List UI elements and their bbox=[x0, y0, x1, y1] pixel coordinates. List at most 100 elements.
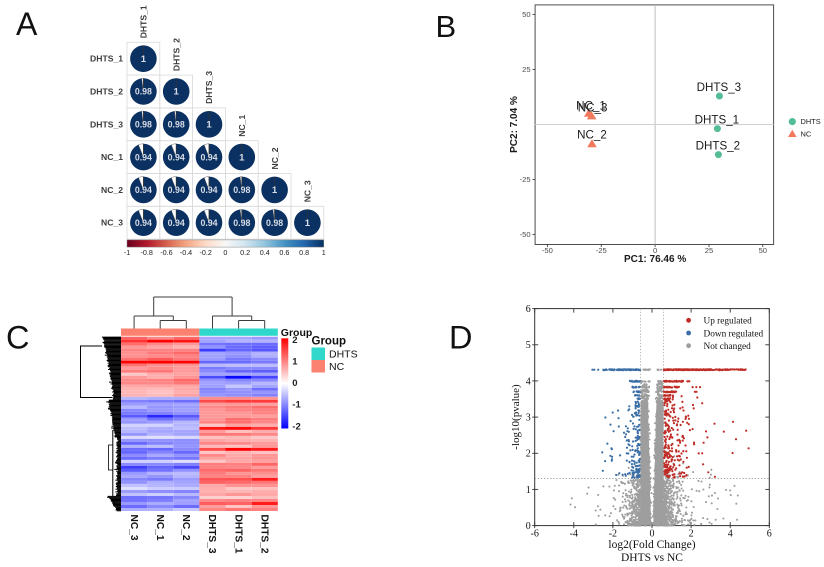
svg-text:0.98: 0.98 bbox=[135, 120, 152, 130]
svg-text:0.4: 0.4 bbox=[260, 248, 270, 257]
svg-text:-0.8: -0.8 bbox=[141, 248, 153, 257]
svg-text:Group: Group bbox=[281, 327, 313, 339]
svg-text:Group: Group bbox=[312, 336, 347, 348]
svg-text:DHTS vs NC: DHTS vs NC bbox=[621, 552, 683, 564]
svg-text:0.94: 0.94 bbox=[200, 152, 217, 162]
svg-text:Down regulated: Down regulated bbox=[704, 329, 764, 339]
svg-text:DHTS_1: DHTS_1 bbox=[139, 5, 149, 38]
svg-text:0.98: 0.98 bbox=[168, 120, 185, 130]
svg-text:1: 1 bbox=[206, 120, 212, 131]
svg-text:NC_3: NC_3 bbox=[128, 515, 139, 541]
svg-text:DHTS: DHTS bbox=[801, 117, 821, 126]
svg-text:-0.6: -0.6 bbox=[160, 248, 172, 257]
svg-text:log2(Fold Change): log2(Fold Change) bbox=[608, 539, 695, 551]
svg-text:B: B bbox=[436, 9, 457, 44]
svg-text:NC_2: NC_2 bbox=[577, 129, 607, 142]
svg-text:0.94: 0.94 bbox=[168, 152, 185, 162]
svg-text:2: 2 bbox=[526, 449, 531, 460]
svg-text:-4: -4 bbox=[570, 529, 578, 540]
svg-text:0: 0 bbox=[292, 378, 297, 389]
svg-text:1: 1 bbox=[141, 54, 147, 65]
svg-text:1: 1 bbox=[292, 357, 298, 368]
svg-text:50: 50 bbox=[759, 246, 767, 255]
svg-text:0.94: 0.94 bbox=[200, 185, 217, 195]
svg-text:DHTS_2: DHTS_2 bbox=[171, 38, 181, 71]
svg-text:0.94: 0.94 bbox=[135, 185, 152, 195]
svg-text:NC_1: NC_1 bbox=[101, 152, 123, 162]
svg-text:A: A bbox=[16, 6, 38, 42]
svg-text:1: 1 bbox=[239, 152, 245, 163]
svg-text:6: 6 bbox=[526, 304, 531, 315]
svg-text:2: 2 bbox=[689, 529, 694, 540]
svg-text:-6: -6 bbox=[531, 529, 539, 540]
svg-text:1: 1 bbox=[272, 185, 278, 196]
svg-text:DHTS_1: DHTS_1 bbox=[90, 54, 123, 64]
svg-text:-1: -1 bbox=[292, 400, 301, 411]
svg-text:NC_2: NC_2 bbox=[180, 515, 191, 541]
svg-text:0.94: 0.94 bbox=[168, 218, 185, 228]
svg-text:0.94: 0.94 bbox=[135, 218, 152, 228]
svg-text:5: 5 bbox=[526, 340, 531, 351]
svg-text:NC_3: NC_3 bbox=[303, 180, 313, 202]
svg-text:0.8: 0.8 bbox=[299, 248, 309, 257]
svg-text:DHTS_2: DHTS_2 bbox=[696, 139, 740, 152]
svg-text:0.94: 0.94 bbox=[200, 218, 217, 228]
svg-text:DHTS: DHTS bbox=[329, 349, 358, 361]
svg-text:3: 3 bbox=[526, 413, 531, 424]
svg-text:C: C bbox=[6, 320, 29, 356]
svg-text:1: 1 bbox=[305, 218, 311, 229]
svg-text:-50: -50 bbox=[542, 246, 553, 255]
svg-text:0.6: 0.6 bbox=[279, 248, 289, 257]
svg-text:NC: NC bbox=[801, 129, 812, 138]
svg-text:0.98: 0.98 bbox=[233, 218, 250, 228]
svg-text:0.98: 0.98 bbox=[135, 87, 152, 97]
svg-text:NC: NC bbox=[329, 361, 345, 373]
svg-text:-1: -1 bbox=[124, 248, 130, 257]
svg-text:DHTS_2: DHTS_2 bbox=[258, 515, 269, 554]
svg-text:50: 50 bbox=[522, 10, 530, 19]
svg-text:0.98: 0.98 bbox=[266, 218, 283, 228]
svg-text:-0.4: -0.4 bbox=[180, 248, 192, 257]
svg-text:0: 0 bbox=[223, 248, 227, 257]
svg-text:DHTS_1: DHTS_1 bbox=[695, 113, 739, 126]
svg-text:1: 1 bbox=[526, 485, 531, 496]
svg-text:Not changed: Not changed bbox=[704, 342, 752, 352]
svg-text:Up regulated: Up regulated bbox=[704, 317, 753, 327]
svg-text:1: 1 bbox=[322, 248, 326, 257]
svg-text:-log10(pvalue): -log10(pvalue) bbox=[510, 384, 522, 450]
svg-text:-25: -25 bbox=[520, 175, 531, 184]
svg-text:DHTS_1: DHTS_1 bbox=[232, 515, 243, 554]
svg-text:NC_1: NC_1 bbox=[576, 100, 606, 113]
svg-text:2: 2 bbox=[292, 335, 297, 346]
svg-text:NC_2: NC_2 bbox=[101, 185, 123, 195]
svg-text:DHTS_2: DHTS_2 bbox=[90, 87, 123, 97]
svg-text:0.94: 0.94 bbox=[168, 185, 185, 195]
svg-text:0: 0 bbox=[653, 246, 657, 255]
svg-text:NC_3: NC_3 bbox=[101, 218, 123, 228]
svg-text:DHTS_3: DHTS_3 bbox=[90, 119, 123, 129]
svg-text:4: 4 bbox=[728, 529, 733, 540]
svg-text:-50: -50 bbox=[520, 230, 531, 239]
svg-text:NC_1: NC_1 bbox=[154, 515, 165, 541]
svg-text:PC1: 76.46 %: PC1: 76.46 % bbox=[624, 254, 686, 265]
svg-text:-2: -2 bbox=[292, 421, 300, 432]
svg-text:0.2: 0.2 bbox=[240, 248, 250, 257]
svg-text:-2: -2 bbox=[609, 529, 617, 540]
svg-text:DHTS_3: DHTS_3 bbox=[206, 515, 217, 554]
svg-text:-25: -25 bbox=[596, 246, 607, 255]
svg-text:25: 25 bbox=[522, 65, 530, 74]
svg-text:NC_1: NC_1 bbox=[237, 115, 247, 137]
svg-text:NC_2: NC_2 bbox=[270, 147, 280, 169]
svg-text:DHTS_3: DHTS_3 bbox=[204, 71, 214, 104]
svg-text:25: 25 bbox=[705, 246, 713, 255]
svg-text:NC_3: NC_3 bbox=[578, 101, 608, 114]
svg-text:0.94: 0.94 bbox=[135, 152, 152, 162]
svg-text:PC2: 7.04 %: PC2: 7.04 % bbox=[509, 96, 520, 153]
svg-text:1: 1 bbox=[174, 87, 180, 98]
svg-text:D: D bbox=[449, 320, 472, 356]
svg-text:DHTS_3: DHTS_3 bbox=[697, 81, 741, 94]
svg-text:6: 6 bbox=[767, 529, 772, 540]
svg-text:-0.2: -0.2 bbox=[200, 248, 212, 257]
svg-text:4: 4 bbox=[526, 376, 531, 387]
svg-text:0.98: 0.98 bbox=[233, 185, 250, 195]
